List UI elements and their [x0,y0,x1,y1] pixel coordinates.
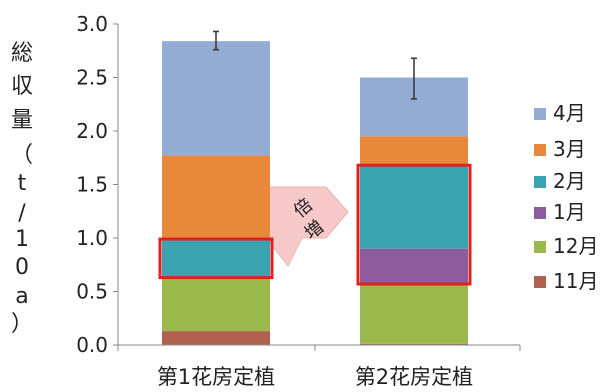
bar-segment [162,331,270,345]
legend-swatch [534,207,546,219]
legend-label: 4月 [553,101,586,125]
legend: 4月 3月 2月 1月 12月 11月 [534,101,598,293]
x-category-label: 第2花房定植 [355,365,473,389]
legend-label: 11月 [553,269,598,293]
legend-label: 3月 [553,137,586,161]
bar-segment [162,41,270,156]
bar-segment [162,239,270,278]
x-axis: 第1花房定植 第2花房定植 [117,344,521,389]
y-tick-label: 2.5 [76,66,108,90]
legend-swatch [534,108,546,120]
y-tick-label: 1.5 [76,173,108,197]
highlight-box [158,237,274,280]
bar-segment [360,343,468,345]
y-tick-label: 2.0 [76,119,108,143]
legend-label: 1月 [553,200,586,224]
y-axis-label-char: ） [11,312,33,337]
x-category-label: 第1花房定植 [157,365,275,389]
bar-segment [162,155,270,240]
y-axis-label-char: 量 [11,108,33,133]
y-tick-label: 1.0 [76,226,108,250]
y-axis: 0.0 0.5 1.0 1.5 2.0 2.5 3.0 [76,12,119,357]
highlight-box [356,163,472,286]
y-axis-label-char: （ [11,143,33,168]
y-axis-label-char: 総 [11,41,33,66]
bar-segment [162,277,270,332]
y-axis-label-char: 1 [15,227,29,252]
legend-label: 12月 [553,234,598,258]
legend-swatch [534,241,546,253]
y-tick-label: 3.0 [76,12,108,36]
bars [162,41,468,345]
y-axis-label-char: a [15,284,28,309]
y-axis-label: 総収量 （ t /1 0 a ） [11,41,33,337]
increase-arrow-annotation: 倍増 [267,186,349,267]
highlight-boxes [158,163,472,286]
y-tick-label: 0.0 [76,333,108,357]
y-axis-label-char: t [18,171,27,196]
bar-segment [360,284,468,344]
legend-label: 2月 [553,169,586,193]
bar-segment [360,136,468,166]
y-tick-label: 0.5 [76,280,108,304]
y-axis-label-char: 収 [11,74,33,99]
bar-segment [360,248,468,285]
y-axis-label-char: / [18,201,26,226]
legend-swatch [534,276,546,288]
legend-swatch [534,176,546,188]
legend-swatch [534,144,546,156]
y-axis-label-char: 0 [15,255,29,280]
bar-segment [360,165,468,249]
error-bars [213,30,417,100]
